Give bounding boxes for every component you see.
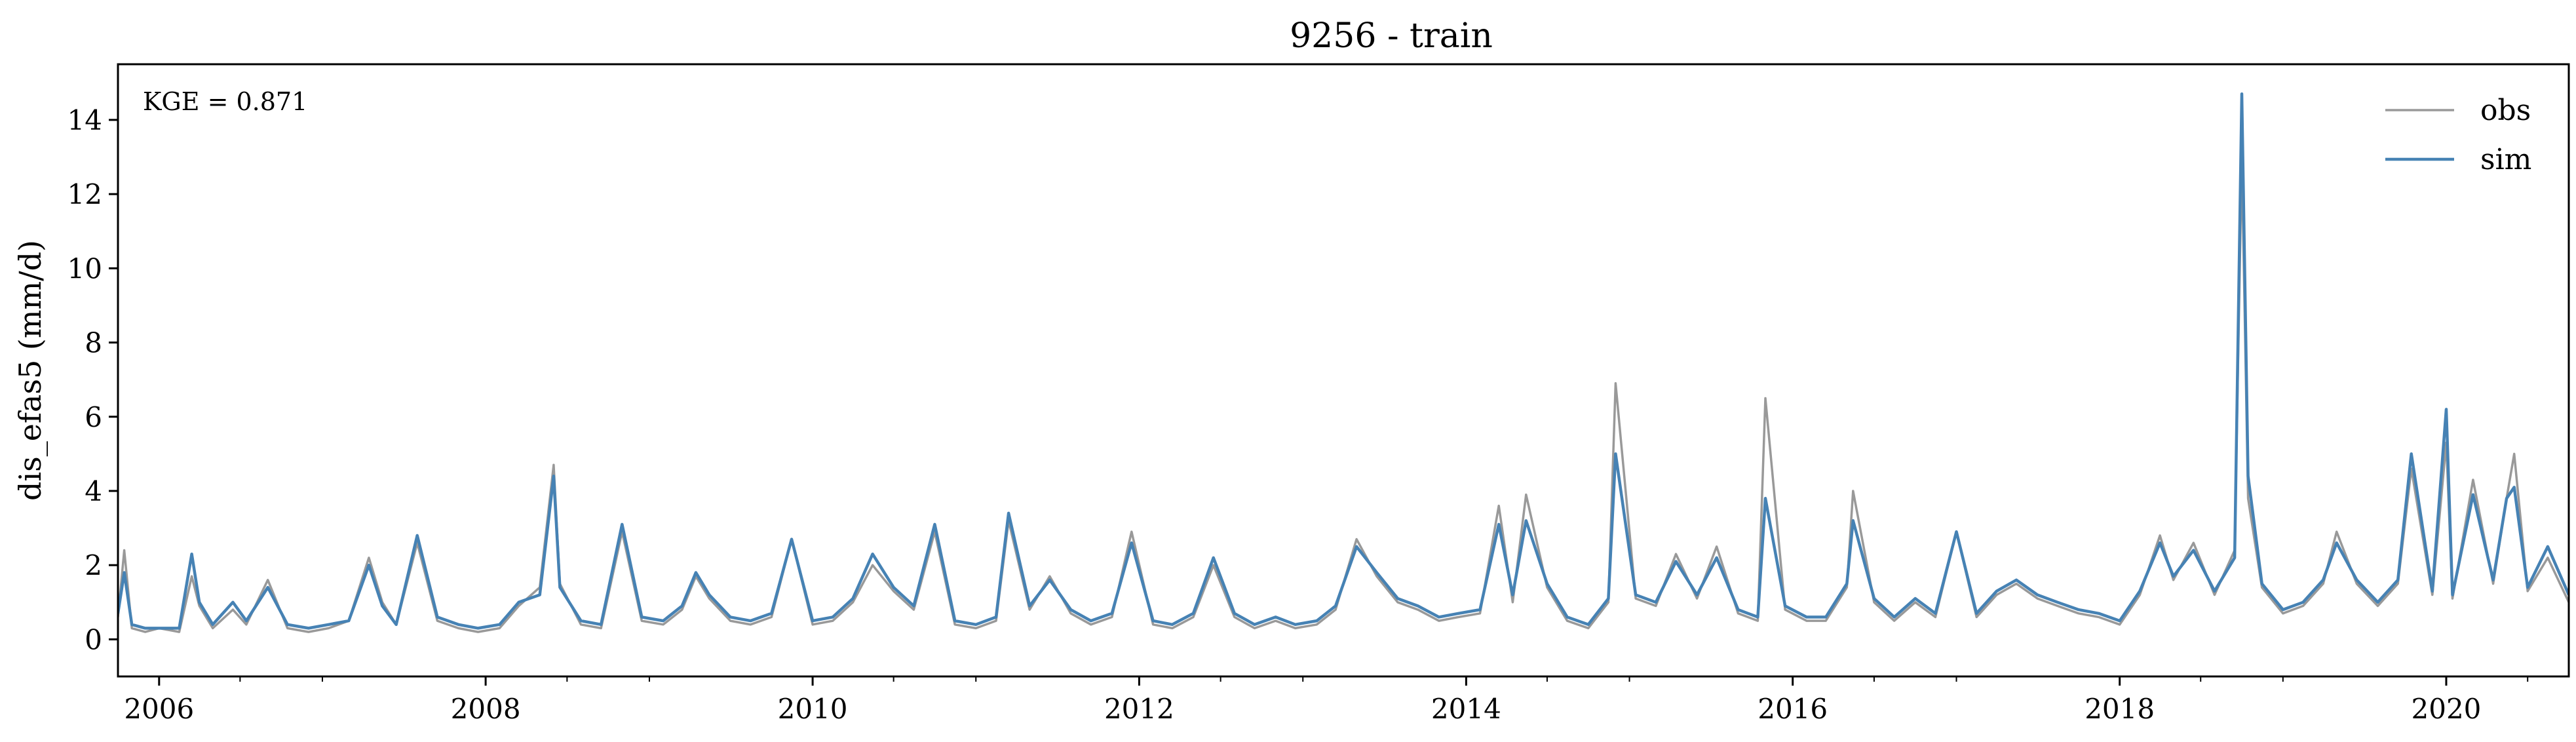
x-tick-label: 2014 [1431, 693, 1501, 725]
x-tick-label: 2020 [2412, 693, 2482, 725]
kge-annotation: KGE = 0.871 [143, 87, 307, 116]
y-tick-label: 2 [85, 549, 102, 581]
y-tick-label: 10 [67, 252, 102, 284]
series-obs-line [118, 155, 2569, 633]
chart-title: 9256 - train [1290, 16, 1493, 56]
plot-area [118, 92, 2569, 633]
legend-label-obs: obs [2480, 94, 2531, 127]
x-tick-label: 2016 [1758, 693, 1828, 725]
legend-label-sim: sim [2480, 143, 2531, 176]
x-tick-label: 2012 [1104, 693, 1174, 725]
series-sim-line [118, 92, 2569, 630]
x-tick-label: 2006 [124, 693, 194, 725]
y-tick-label: 0 [85, 623, 102, 655]
y-tick-label: 12 [67, 178, 102, 210]
y-tick-label: 4 [85, 475, 102, 507]
x-tick-label: 2018 [2085, 693, 2155, 725]
y-tick-label: 8 [85, 327, 102, 359]
y-axis: 0 2 4 6 8 10 12 14 [67, 104, 118, 655]
legend: obs sim [2385, 94, 2531, 176]
y-tick-label: 14 [67, 104, 102, 136]
y-tick-label: 6 [85, 401, 102, 433]
plot-frame [117, 63, 2570, 678]
x-tick-label: 2008 [451, 693, 521, 725]
x-tick-label: 2010 [778, 693, 848, 725]
y-axis-label: dis_efas5 (mm/d) [12, 240, 48, 501]
x-axis: 2006 2008 2010 2012 2014 2016 2018 2020 [124, 676, 2529, 725]
